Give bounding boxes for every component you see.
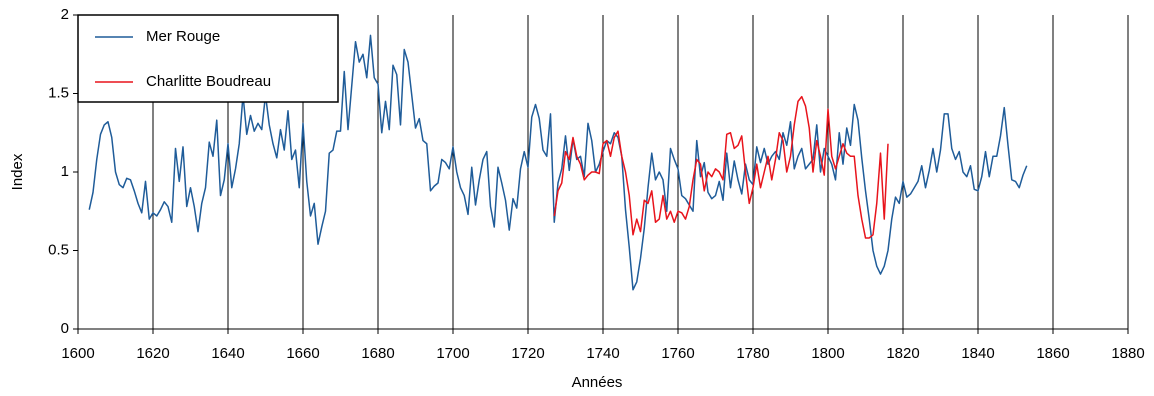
legend-box xyxy=(77,14,339,103)
x-tick-label: 1800 xyxy=(811,345,844,362)
series-line xyxy=(553,95,889,239)
x-tick-label: 1820 xyxy=(886,345,919,362)
x-axis-title: Années xyxy=(572,374,623,391)
x-tick-label: 1660 xyxy=(286,345,319,362)
y-tick-label: 1.5 xyxy=(48,84,69,101)
y-tick-label: 0 xyxy=(61,320,69,337)
x-tick-label: 1740 xyxy=(586,345,619,362)
x-tick-label: 1880 xyxy=(1111,345,1144,362)
legend-label: Mer Rouge xyxy=(146,28,220,45)
x-tick-label: 1780 xyxy=(736,345,769,362)
x-tick-label: 1680 xyxy=(361,345,394,362)
x-tick-label: 1760 xyxy=(661,345,694,362)
x-tick-label: 1860 xyxy=(1036,345,1069,362)
series-line xyxy=(88,34,1028,291)
x-tick-label: 1700 xyxy=(436,345,469,362)
x-tick-label: 1620 xyxy=(136,345,169,362)
x-tick-label: 1600 xyxy=(61,345,94,362)
legend-label: Charlitte Boudreau xyxy=(146,73,271,90)
y-tick-label: 2 xyxy=(61,6,69,23)
y-tick-label: 0.5 xyxy=(48,241,69,258)
y-axis-title: Index xyxy=(9,153,26,190)
x-tick-label: 1640 xyxy=(211,345,244,362)
x-tick-label: 1720 xyxy=(511,345,544,362)
x-tick-label: 1840 xyxy=(961,345,994,362)
y-tick-label: 1 xyxy=(61,163,69,180)
